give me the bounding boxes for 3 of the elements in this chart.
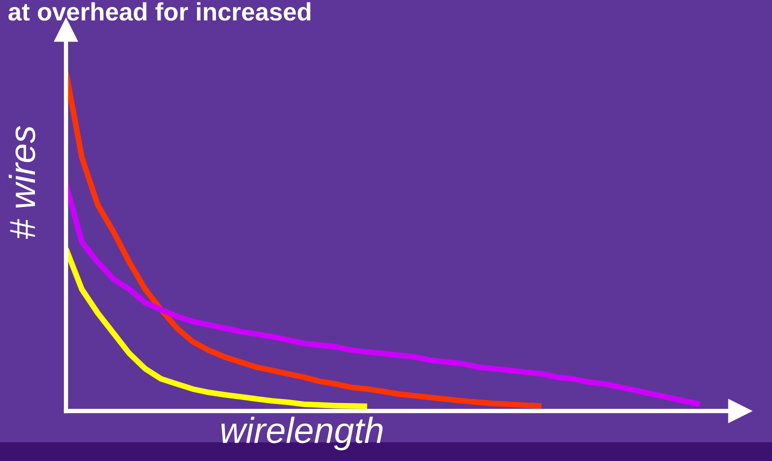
y-axis-title: # wires (8, 126, 36, 239)
x-axis-title: wirelength (221, 416, 383, 450)
chart-title: at overhead for increased (8, 2, 310, 21)
